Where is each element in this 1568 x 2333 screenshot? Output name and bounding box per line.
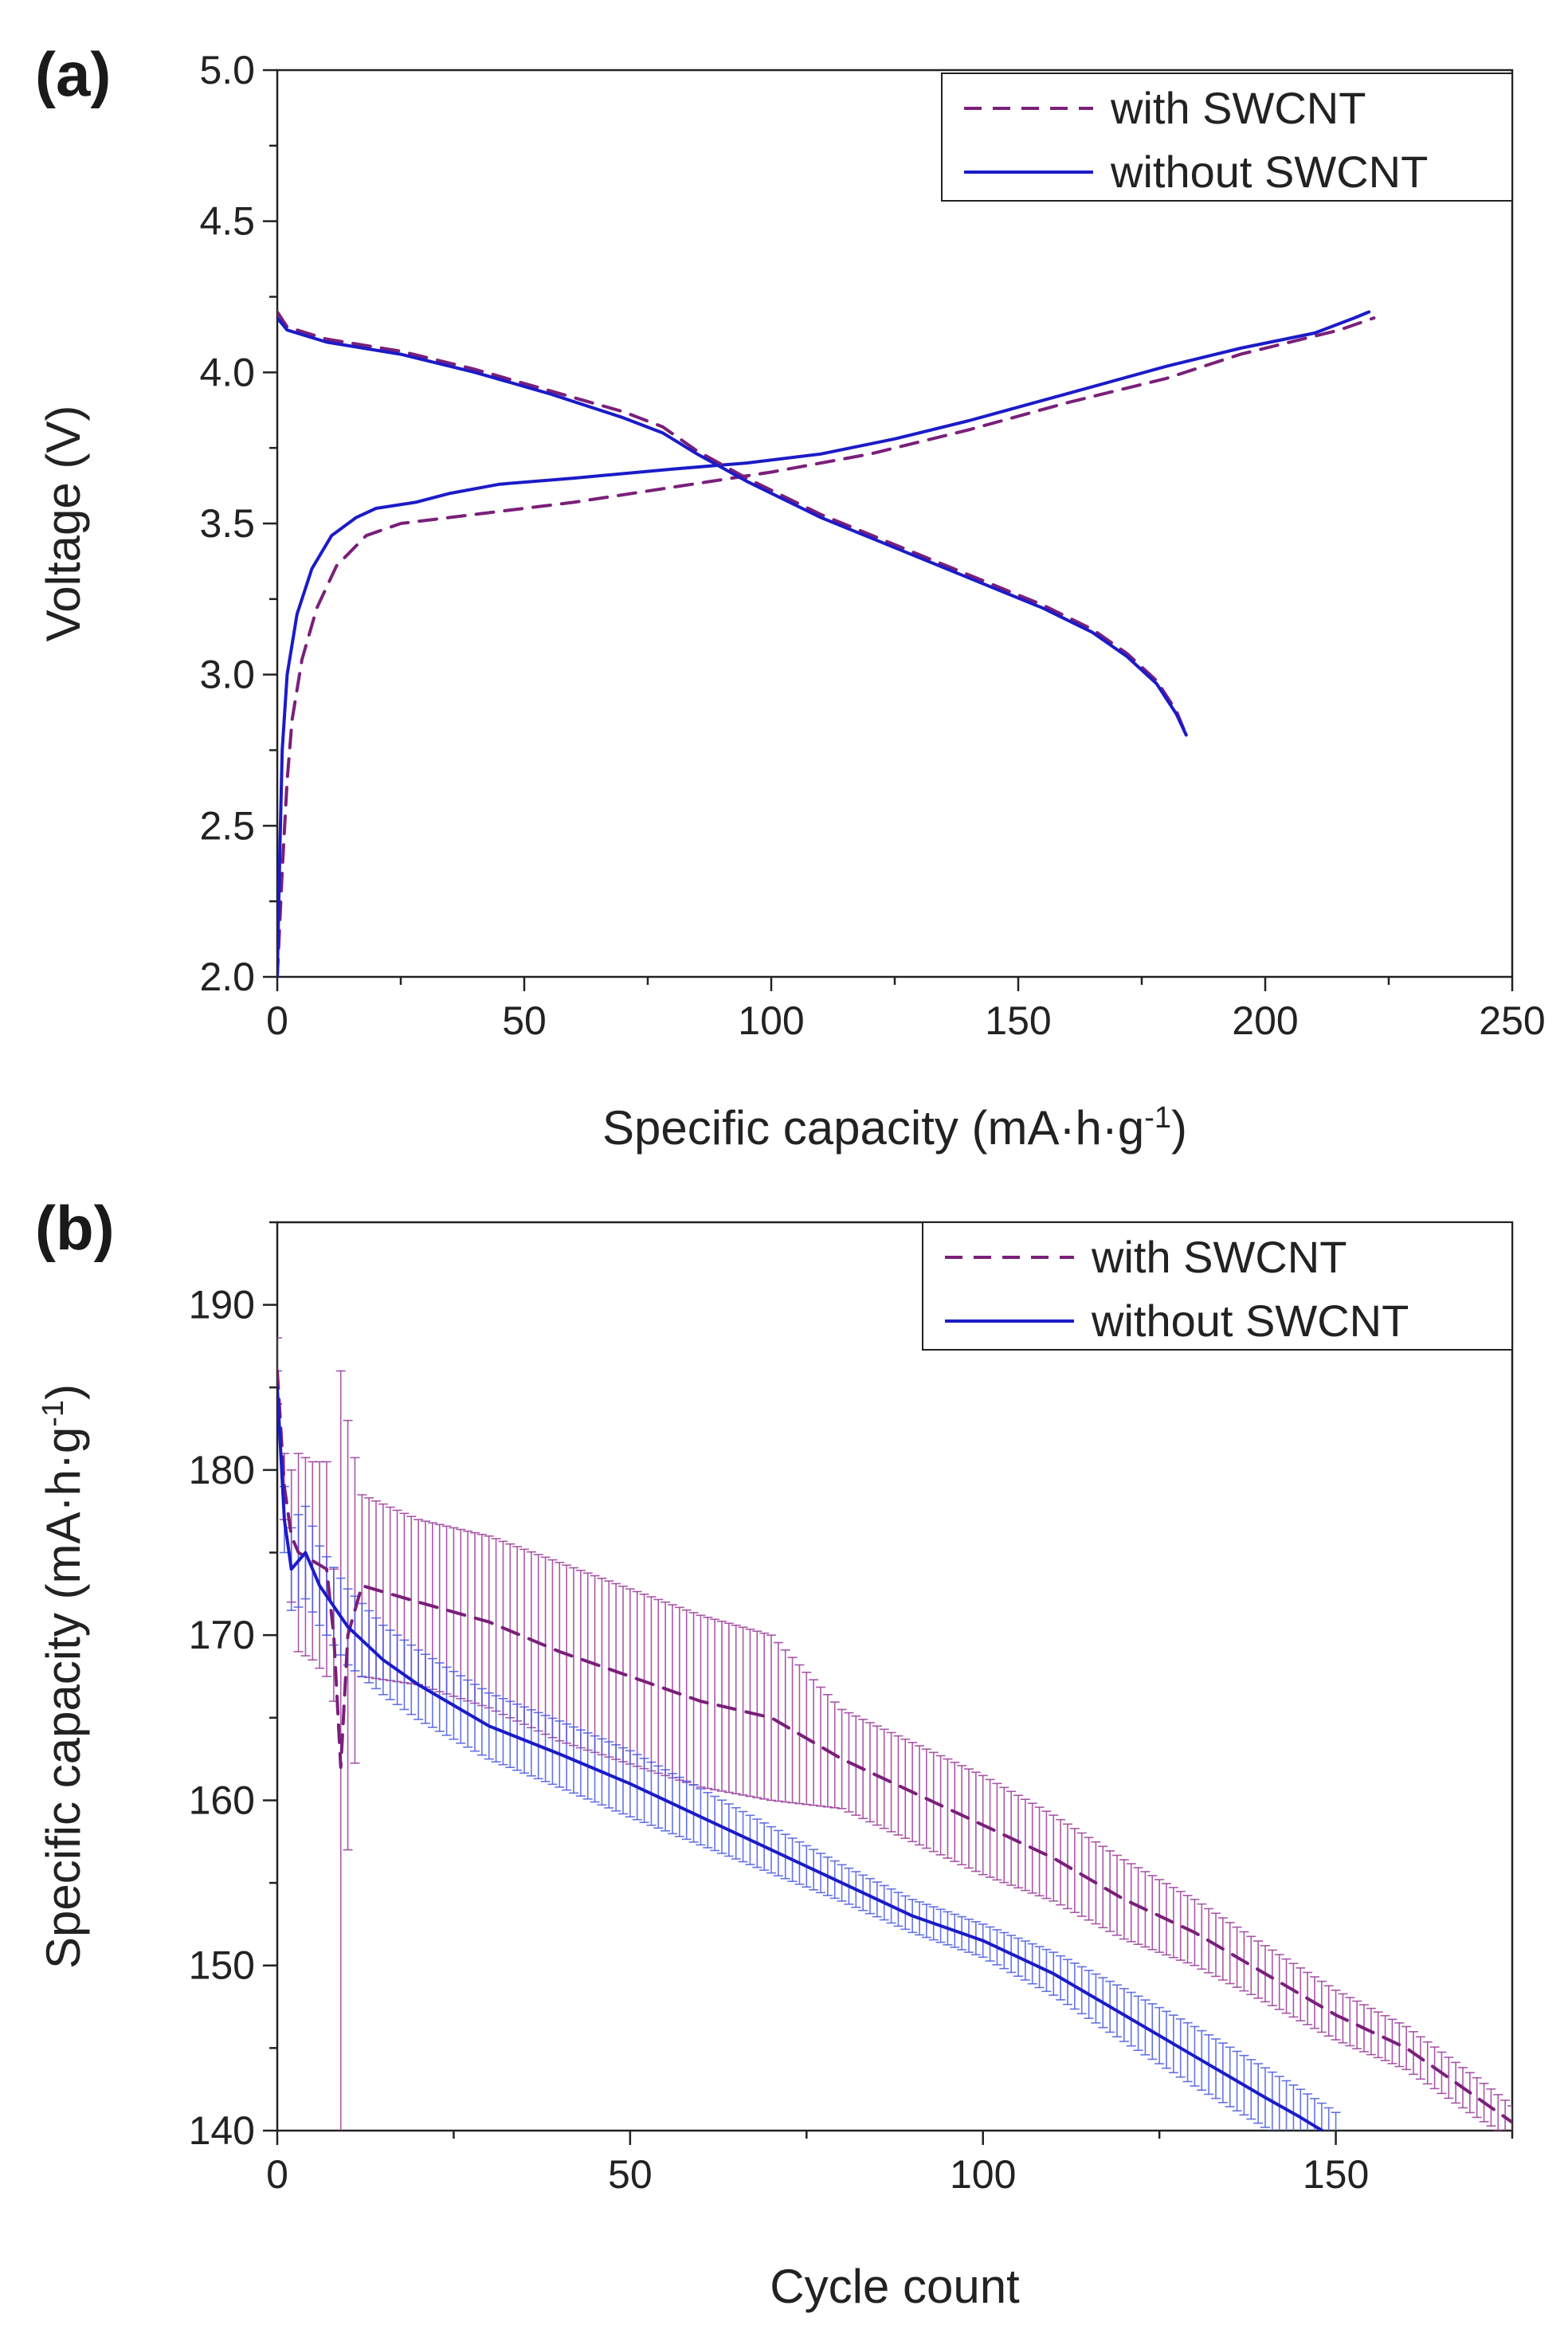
legend-b: with SWCNT without SWCNT	[922, 1221, 1513, 1351]
x-tick-label-a: 200	[1232, 998, 1298, 1043]
y-tick-label-a: 2.0	[199, 955, 255, 999]
error-bars-b-0	[277, 1337, 1512, 2131]
panel-b: (b) 0 50 100 150 140 150 160 170 180 190 Cycle coun…	[35, 1193, 1514, 2313]
series-line-a-without-swcnt-3	[277, 316, 1188, 737]
y-tick-label-a: 5.0	[199, 48, 255, 92]
plot-frame-b	[276, 1221, 1514, 2132]
legend-label-a-0: with SWCNT	[1110, 83, 1366, 133]
legend-box-a	[941, 73, 1513, 202]
legend-label-a-1: without SWCNT	[1110, 147, 1428, 197]
y-axis-title-sup-b: -1	[37, 1400, 70, 1427]
x-tick-label-a: 250	[1479, 998, 1545, 1043]
y-axis-title-a: Voltage (V)	[37, 406, 90, 642]
y-tick-label-a: 2.5	[199, 803, 255, 848]
y-axis-title-main-b: Specific capacity (mA·h·g	[37, 1427, 90, 1969]
x-tick-label-a: 0	[266, 998, 288, 1043]
x-tick-label-b: 50	[608, 2152, 653, 2197]
plot-area-b	[277, 1337, 1512, 2131]
y-tick-label-a: 4.5	[199, 199, 255, 244]
panel-label-b: (b)	[35, 1193, 115, 1263]
series-line-a-with-swcnt-2	[277, 310, 1188, 737]
legend-a: with SWCNT without SWCNT	[941, 73, 1513, 202]
series-line-b-without-swcnt-1	[277, 1386, 1326, 2131]
series-line-b-with-swcnt-0	[277, 1369, 1512, 2124]
y-tick-label-b: 180	[189, 1448, 255, 1492]
x-axis-title-tail-a: )	[1171, 1101, 1187, 1155]
legend-box-b	[922, 1221, 1513, 1351]
panel-a: (a) 0 50 100 150 200 250 2.0 2.5 3.0 3.5 4.0 4.5 5.0 S…	[35, 39, 1546, 1155]
x-tick-label-b: 150	[1303, 2152, 1369, 2197]
y-axis-title-b: Specific capacity (mA·h·g-1)	[37, 1384, 90, 1969]
panel-label-a: (a)	[35, 39, 111, 109]
y-tick-label-b: 160	[189, 1778, 255, 1822]
legend-label-b-1: without SWCNT	[1091, 1296, 1409, 1346]
x-tick-label-a: 50	[502, 998, 547, 1043]
x-tick-label-b: 0	[266, 2152, 288, 2197]
x-tick-label-a: 100	[738, 998, 804, 1043]
y-axis-title-tail-b: )	[37, 1384, 90, 1400]
plot-area-a	[277, 310, 1376, 977]
y-tick-label-b: 150	[189, 1943, 255, 1988]
x-axis-title-main-b: Cycle count	[770, 2260, 1020, 2313]
x-axis-title-b: Cycle count	[770, 2260, 1020, 2313]
y-tick-label-b: 170	[189, 1613, 255, 1657]
y-tick-label-a: 4.0	[199, 350, 255, 394]
y-axis-title-main-a: Voltage (V)	[37, 406, 90, 642]
x-axis-title-a: Specific capacity (mA·h·g-1)	[602, 1101, 1187, 1155]
y-tick-label-b: 140	[189, 2108, 255, 2153]
x-axis-title-sup-a: -1	[1144, 1101, 1171, 1135]
x-axis-title-main-a: Specific capacity (mA·h·g	[602, 1101, 1144, 1155]
y-tick-label-b: 190	[189, 1283, 255, 1327]
x-tick-label-b: 100	[950, 2152, 1016, 2197]
series-line-a-with-swcnt-0	[277, 316, 1376, 977]
series-line-a-without-swcnt-1	[277, 310, 1371, 977]
legend-label-b-0: with SWCNT	[1091, 1232, 1347, 1282]
y-tick-label-a: 3.5	[199, 501, 255, 546]
y-tick-label-a: 3.0	[199, 653, 255, 697]
x-tick-label-a: 150	[985, 998, 1051, 1043]
